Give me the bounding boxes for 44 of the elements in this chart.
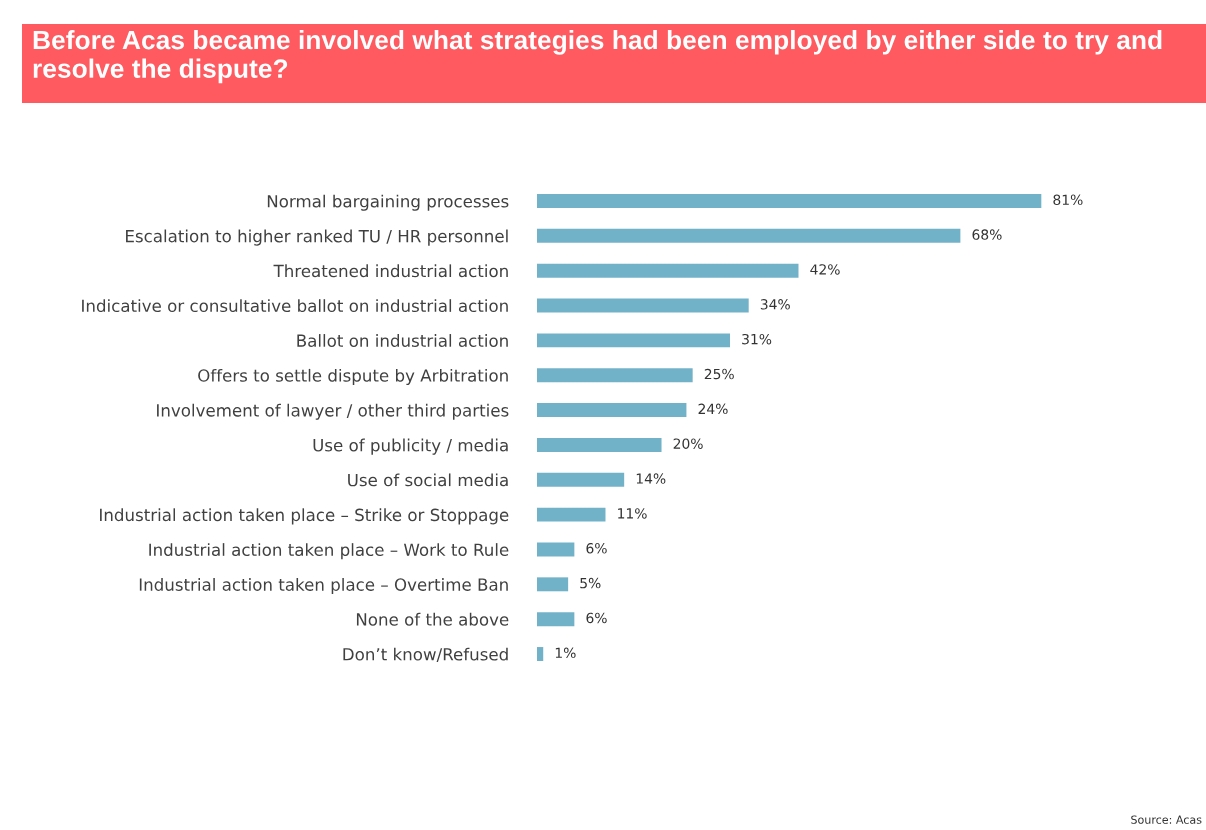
y-tick-label: Involvement of lawyer / other third parties [157, 403, 509, 420]
chart-title: Before Acas became involved what strategies had been employed by either side to try and resolve the dispute? [33, 30, 1162, 84]
bar [537, 403, 687, 418]
y-tick-label: None of the above [356, 612, 509, 626]
data-label: 68% [972, 229, 1002, 240]
data-label: 24% [698, 403, 728, 415]
y-tick-label: Offers to settle dispute by Arbitration [198, 368, 508, 386]
data-label: 42% [810, 264, 840, 275]
bar [537, 437, 662, 452]
data-label: 1% [555, 647, 576, 659]
bar [537, 612, 575, 627]
y-tick-label: Use of publicity / media [313, 438, 508, 455]
bar [537, 507, 606, 522]
data-label: 5% [580, 577, 601, 589]
bar [537, 228, 961, 243]
y-tick-label: Don’t know/Refused [343, 647, 508, 662]
data-label: 14% [636, 473, 666, 484]
bar [537, 368, 693, 383]
y-tick-label: Industrial action taken place – Overtime Ban [139, 577, 508, 595]
bar [537, 577, 569, 592]
y-tick-label: Industrial action taken place – Strike or Stoppage [100, 508, 509, 525]
bar [537, 194, 1042, 208]
y-tick-label: Industrial action taken place – Work to Rule [149, 543, 509, 560]
data-label: 31% [742, 333, 772, 345]
data-label: 81% [1053, 194, 1083, 206]
data-label: 6% [586, 543, 607, 554]
data-label: 6% [586, 612, 607, 624]
data-label: 25% [704, 368, 734, 380]
bar [537, 333, 731, 348]
data-label: 11% [618, 508, 647, 519]
bar [537, 647, 544, 661]
bar [537, 263, 799, 278]
data-label: 34% [760, 299, 790, 310]
y-tick-label: Use of social media [348, 473, 508, 487]
bar [537, 472, 625, 487]
source-note: Source: Acas [1131, 815, 1202, 824]
data-label: 20% [673, 438, 703, 449]
y-tick-label: Normal bargaining processes [267, 194, 509, 211]
bar [537, 542, 575, 557]
bar [537, 298, 749, 313]
y-tick-label: Ballot on industrial action [297, 334, 508, 347]
y-tick-label: Indicative or consultative ballot on industrial action [82, 299, 508, 313]
y-tick-label: Escalation to higher ranked TU / HR personnel [126, 229, 508, 246]
y-tick-label: Threatened industrial action [273, 264, 508, 278]
